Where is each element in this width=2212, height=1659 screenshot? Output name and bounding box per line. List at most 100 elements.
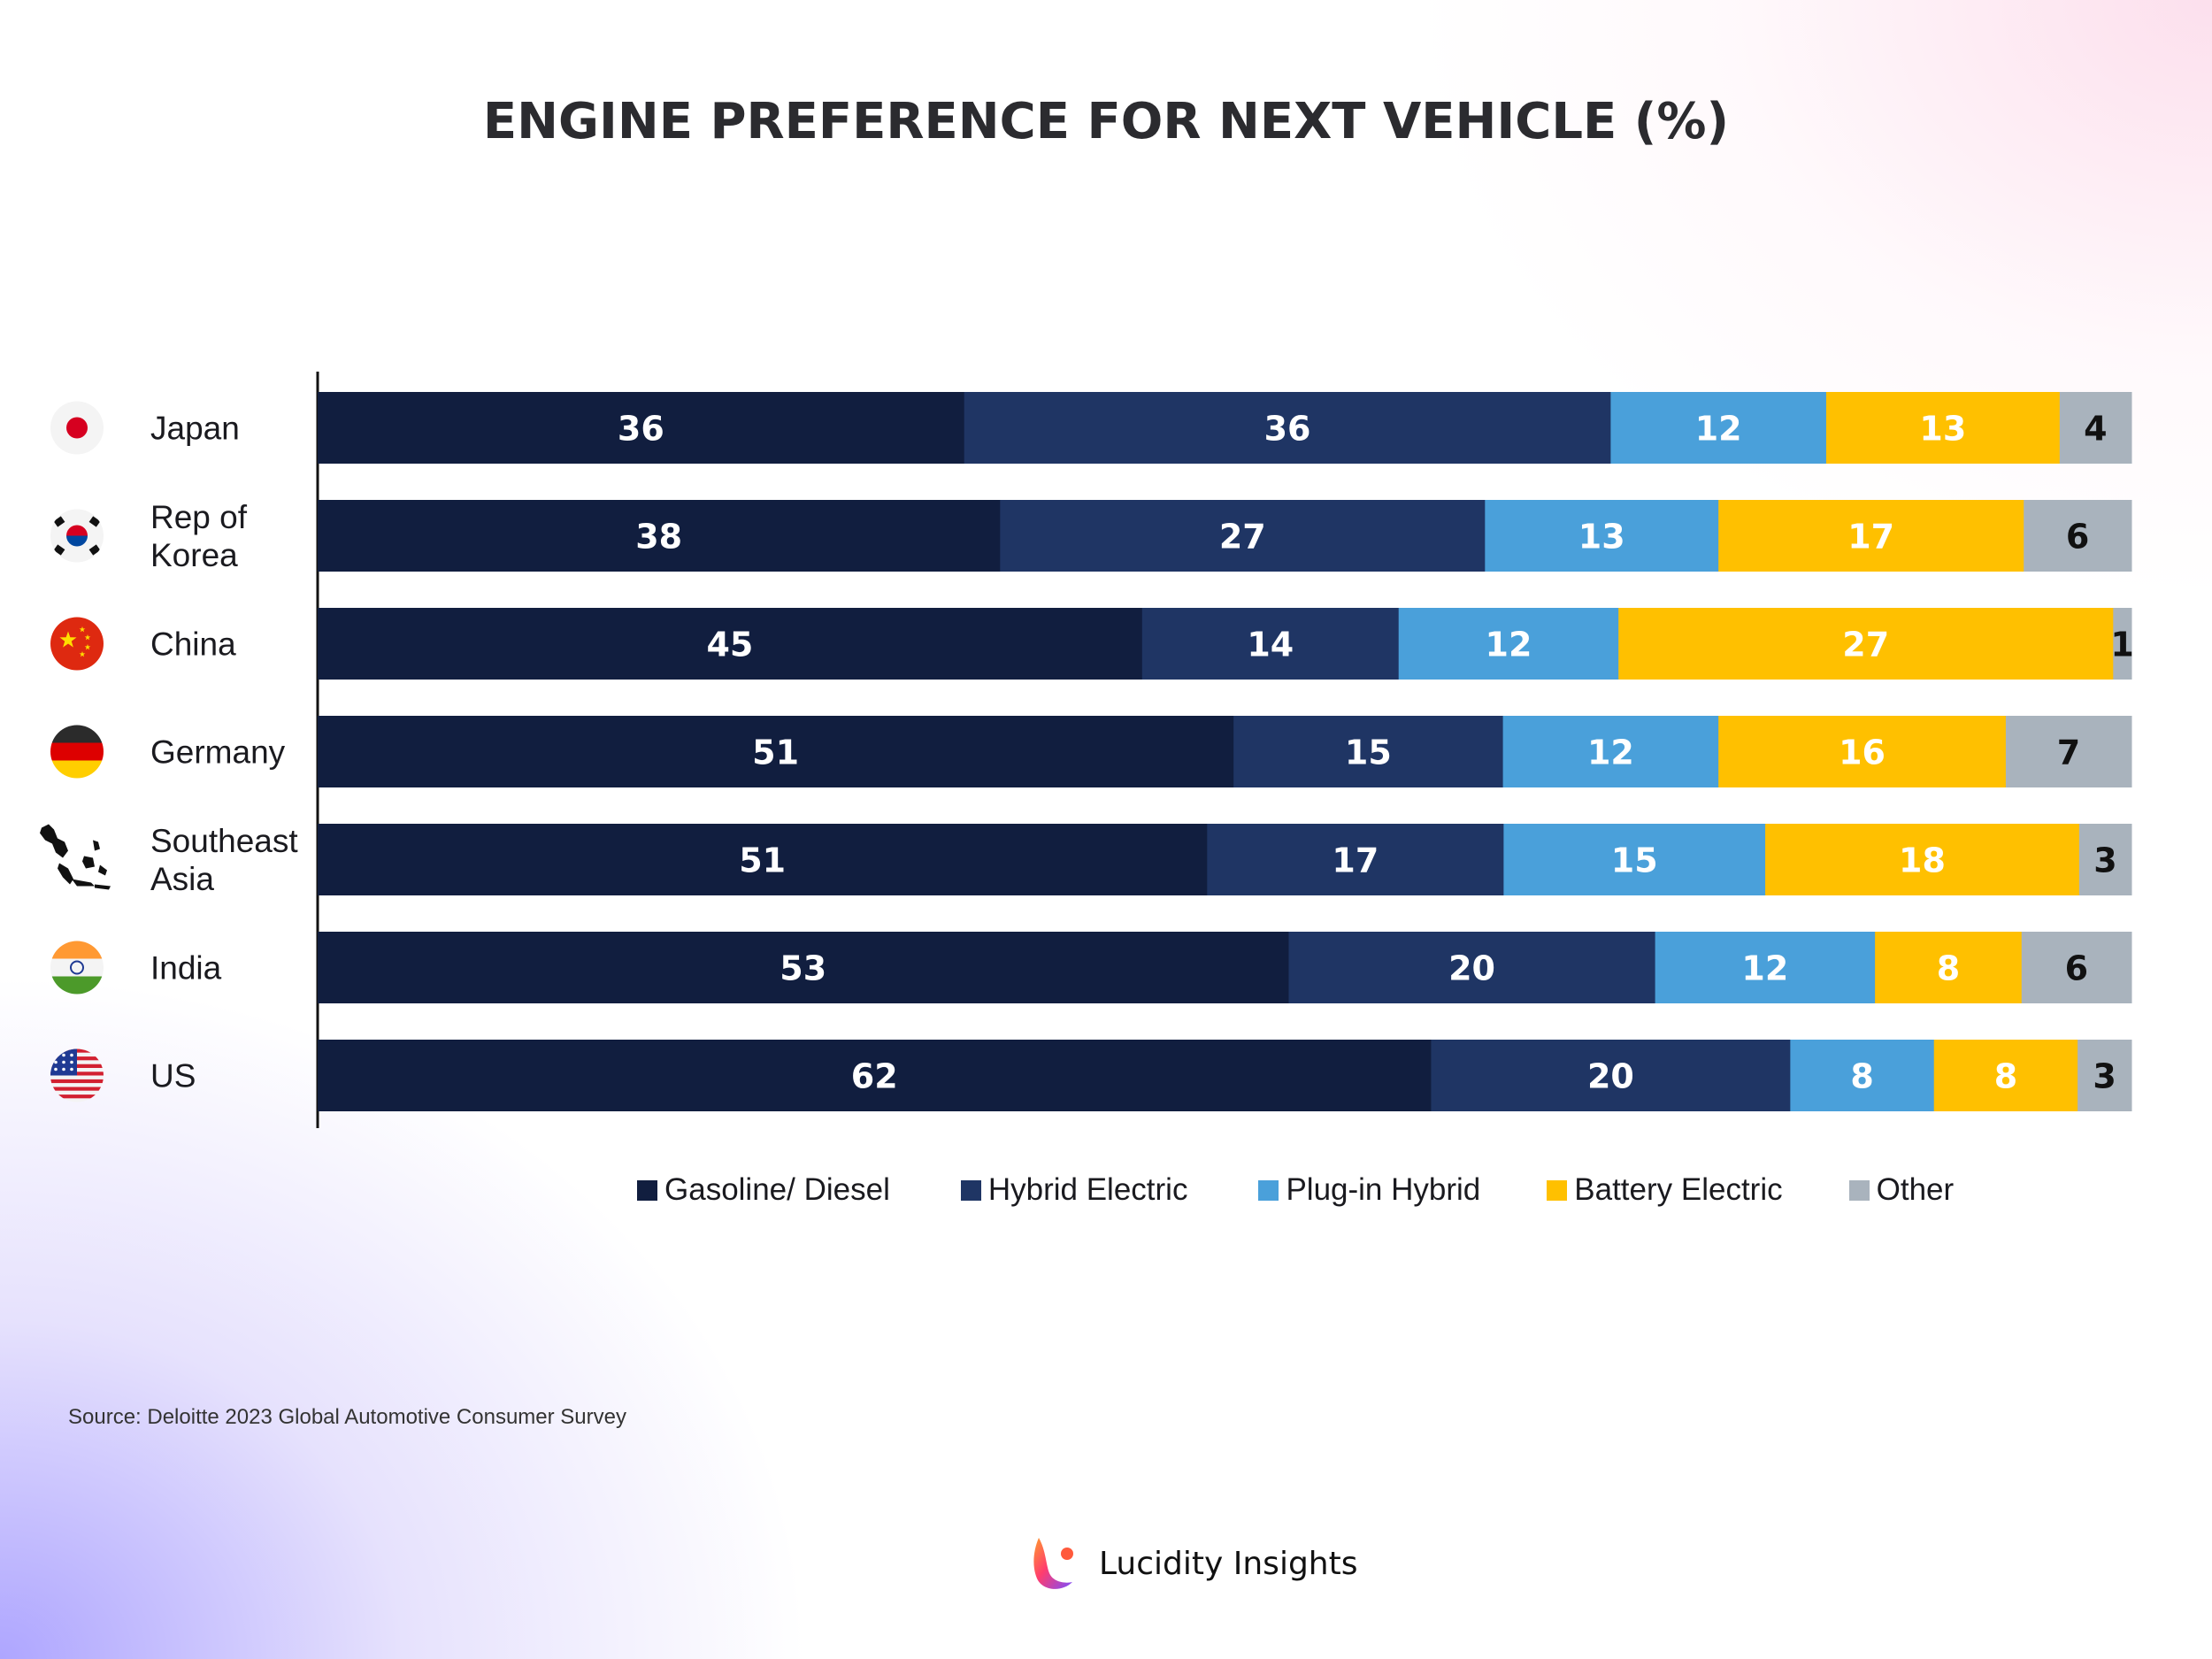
data-label: 8 — [1850, 1057, 1873, 1096]
category-label: Southeast Asia — [150, 823, 298, 897]
data-label: 15 — [1345, 733, 1392, 772]
china-flag-icon — [50, 617, 104, 671]
bar-plug-in-hybrid — [1398, 608, 1619, 680]
data-label: 27 — [1842, 626, 1889, 664]
legend-swatch — [960, 1179, 981, 1201]
bar-other — [2059, 392, 2132, 464]
japan-flag-icon — [50, 401, 104, 455]
brand-logo: Lucidity Insights — [1026, 1532, 1357, 1594]
category-label: Rep of Korea — [150, 499, 248, 573]
bar-gasoline-diesel — [318, 500, 1001, 572]
korea-flag-icon — [50, 509, 104, 563]
bar-hybrid-electric — [1207, 824, 1504, 895]
bar-hybrid-electric — [1288, 932, 1656, 1003]
data-label: 1 — [2110, 626, 2133, 664]
bar-battery-electric — [1825, 392, 2061, 464]
bar-hybrid-electric — [1431, 1040, 1791, 1111]
legend-item: Hybrid Electric — [960, 1172, 1187, 1208]
bar-other — [2078, 1040, 2132, 1111]
data-label: 12 — [1587, 733, 1634, 772]
legend-item: Gasoline/ Diesel — [637, 1172, 890, 1208]
bar-other — [2021, 932, 2132, 1003]
legend-label: Other — [1876, 1172, 1955, 1207]
category-label: China — [150, 626, 236, 663]
bar-gasoline-diesel — [318, 608, 1143, 680]
bar-hybrid-electric — [1233, 716, 1504, 787]
data-label: 13 — [1919, 410, 1966, 449]
bar-plug-in-hybrid — [1790, 1040, 1935, 1111]
us-flag-icon — [50, 1048, 104, 1102]
chart-title: ENGINE PREFERENCE FOR NEXT VEHICLE (%) — [482, 93, 1730, 150]
legend-item: Other — [1848, 1172, 1955, 1208]
source-note: Source: Deloitte 2023 Global Automotive … — [68, 1405, 626, 1429]
india-flag-icon — [50, 941, 104, 995]
data-label: 15 — [1611, 841, 1658, 880]
data-label: 3 — [2093, 1057, 2116, 1096]
legend-item: Plug-in Hybrid — [1258, 1172, 1480, 1208]
bar-plug-in-hybrid — [1610, 392, 1827, 464]
data-label: 7 — [2057, 733, 2080, 772]
data-label: 8 — [1937, 949, 1960, 988]
bar-battery-electric — [1933, 1040, 2078, 1111]
bar-battery-electric — [1718, 716, 2007, 787]
category-label: India — [150, 950, 222, 987]
bar-battery-electric — [1765, 824, 2080, 895]
bar-gasoline-diesel — [318, 392, 965, 464]
data-label: 51 — [752, 733, 799, 772]
data-label: 51 — [739, 841, 786, 880]
bar-other — [2078, 824, 2132, 895]
data-label: 36 — [1264, 410, 1311, 449]
category-label: Japan — [150, 411, 240, 447]
bar-plug-in-hybrid — [1655, 932, 1876, 1003]
bar-other — [2024, 500, 2132, 572]
data-label: 4 — [2084, 410, 2107, 449]
category-label: Germany — [150, 734, 286, 771]
bar-battery-electric — [1718, 500, 2024, 572]
data-label: 12 — [1741, 949, 1788, 988]
legend-swatch — [1848, 1179, 1870, 1201]
data-label: 27 — [1219, 518, 1266, 557]
flags-group — [40, 401, 111, 1102]
legend-label: Plug-in Hybrid — [1286, 1172, 1481, 1207]
data-label: 12 — [1486, 626, 1532, 664]
bar-battery-electric — [1875, 932, 2023, 1003]
data-label: 6 — [2066, 518, 2089, 557]
data-label: 18 — [1899, 841, 1946, 880]
bar-hybrid-electric — [1141, 608, 1400, 680]
bar-other — [2005, 716, 2132, 787]
data-label: 17 — [1332, 841, 1379, 880]
bar-hybrid-electric — [964, 392, 1611, 464]
bar-battery-electric — [1618, 608, 2114, 680]
bar-gasoline-diesel — [318, 716, 1234, 787]
bars-group: 36 36 12 13 438 27 13 17 645 14 12 27 151 15 12 16 751 17… — [318, 392, 2134, 1111]
bar-hybrid-electric — [1000, 500, 1486, 572]
data-label: 8 — [1994, 1057, 2017, 1096]
data-label: 17 — [1847, 518, 1894, 557]
data-label: 16 — [1839, 733, 1886, 772]
data-label: 12 — [1695, 410, 1742, 449]
data-label: 3 — [2093, 841, 2116, 880]
legend-swatch — [1547, 1179, 1568, 1201]
data-label: 36 — [618, 410, 664, 449]
legend-item: Battery Electric — [1547, 1172, 1783, 1208]
bar-gasoline-diesel — [318, 824, 1208, 895]
lucidity-logo-icon — [1033, 1538, 1073, 1589]
legend: Gasoline/ Diesel Hybrid Electric Plug-in H… — [637, 1172, 1954, 1208]
data-label: 53 — [780, 949, 826, 988]
data-label: 20 — [1448, 949, 1495, 988]
bar-plug-in-hybrid — [1502, 716, 1719, 787]
legend-label: Gasoline/ Diesel — [664, 1172, 890, 1207]
data-label: 14 — [1247, 626, 1294, 664]
stacked-bar-chart: 36 36 12 13 438 27 13 17 645 14 12 27 151 15 12 16 751 17… — [40, 372, 2134, 1128]
legend-swatch — [1258, 1179, 1279, 1201]
data-label: 62 — [851, 1057, 898, 1096]
data-label: 20 — [1587, 1057, 1634, 1096]
southeast-asia-map-icon — [40, 824, 111, 890]
bar-gasoline-diesel — [318, 1040, 1432, 1111]
bar-plug-in-hybrid — [1503, 824, 1766, 895]
bar-other — [2113, 608, 2132, 680]
brand-name: Lucidity Insights — [1099, 1545, 1358, 1582]
bar-plug-in-hybrid — [1485, 500, 1719, 572]
category-label: US — [150, 1058, 196, 1094]
germany-flag-icon — [50, 725, 104, 779]
